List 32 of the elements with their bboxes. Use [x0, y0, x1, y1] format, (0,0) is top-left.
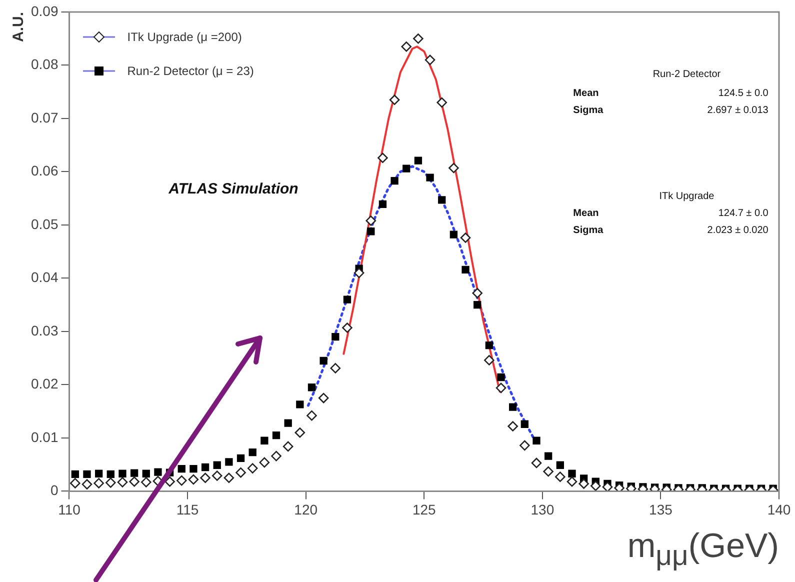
annotation: 124.5 ± 0.0	[718, 88, 769, 100]
y-tick-label: 0.02	[31, 376, 58, 392]
y-tick-label: 0.06	[31, 162, 58, 179]
annotation: Sigma	[573, 104, 604, 116]
legend-label: ITk Upgrade (μ =200)	[127, 30, 242, 44]
y-tick-label: 0.08	[31, 56, 58, 72]
x-tick-label: 120	[294, 501, 318, 518]
x-tick-label: 125	[412, 501, 436, 518]
y-tick-label: 0.04	[31, 269, 58, 286]
y-tick-label: 0.05	[31, 216, 58, 232]
y-axis-title: A.U.	[10, 12, 28, 42]
x-tick-label: 130	[530, 501, 554, 518]
annotation: ITk Upgrade	[659, 191, 715, 202]
annotation: Sigma	[573, 224, 604, 236]
y-tick-label: 0.09	[31, 2, 58, 19]
x-axis-title: m$_{μμ}$(GeV)	[627, 527, 779, 573]
y-tick-label: 0.03	[31, 322, 58, 338]
x-tick-label: 115	[176, 501, 199, 518]
annotation: 2.697 ± 0.013	[707, 104, 769, 116]
x-tick-label: 110	[58, 501, 81, 518]
annotation: Run-2 Detector	[652, 69, 722, 80]
x-tick-label: 135	[649, 501, 673, 518]
y-tick-label: 0.01	[31, 428, 58, 445]
annotation: Mean	[573, 208, 599, 220]
annotation: 2.023 ± 0.020	[707, 224, 769, 236]
annotation: ATLAS Simulation	[168, 180, 298, 198]
legend-label: Run-2 Detector (μ = 23)	[127, 64, 254, 78]
y-tick-label: 0.07	[31, 109, 58, 126]
annotation: Mean	[573, 88, 599, 100]
annotation: 124.7 ± 0.0	[718, 208, 769, 220]
x-tick-label: 140	[767, 501, 791, 518]
y-tick-label: 0	[50, 482, 58, 498]
